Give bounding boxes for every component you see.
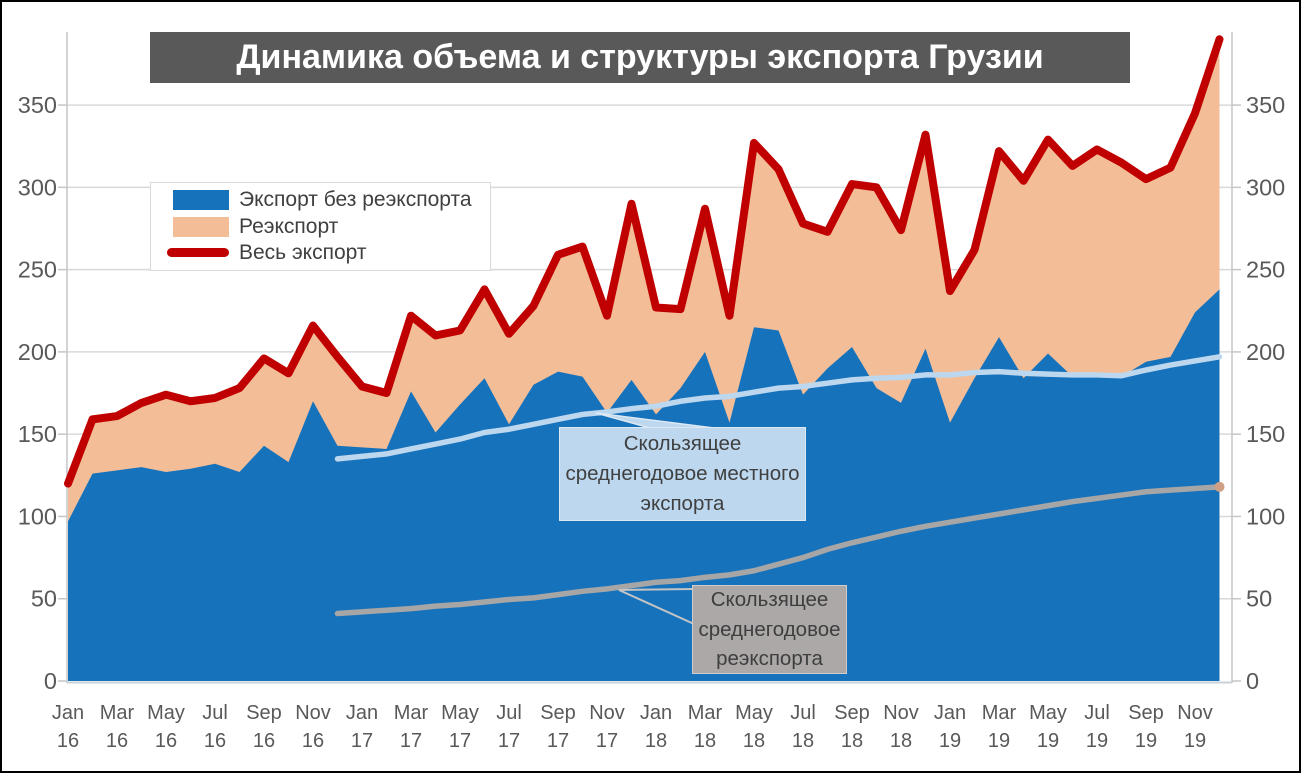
y-axis-label-right: 0 — [1246, 668, 1259, 694]
legend-item-reexport: Реэкспорт — [173, 215, 490, 239]
reexport-swatch-icon — [173, 216, 229, 237]
x-axis-label-month: Jul — [1084, 702, 1110, 724]
annotation-line: Скользящее — [623, 432, 742, 456]
callout-leader-reexport-ma — [618, 589, 695, 625]
x-axis-label-year: 16 — [253, 730, 275, 752]
y-axis-label-left: 100 — [18, 503, 57, 529]
x-axis-label-year: 19 — [1037, 730, 1059, 752]
y-axis-label-right: 250 — [1246, 257, 1285, 283]
annotation-line: Скользящее — [710, 587, 829, 611]
line-ma-reexport — [334, 484, 1223, 617]
legend-label: Весь экспорт — [239, 240, 367, 264]
x-axis-label-year: 16 — [106, 730, 128, 752]
x-axis-label-year: 17 — [449, 730, 471, 752]
y-axis-label-right: 350 — [1246, 92, 1285, 118]
x-axis-label-year: 18 — [841, 730, 863, 752]
x-axis-label-year: 18 — [743, 730, 765, 752]
x-axis-label-year: 19 — [1135, 730, 1157, 752]
x-axis-label-month: Nov — [883, 702, 919, 724]
x-axis-label-month: May — [1029, 702, 1067, 724]
annotation-line: среднегодовое — [698, 617, 841, 641]
x-axis-label-month: Mar — [982, 702, 1017, 724]
y-axis-label-right: 100 — [1246, 503, 1285, 529]
y-axis-label-left: 50 — [31, 586, 57, 612]
annotation-local-ma: Скользящее среднегодовое местного экспор… — [559, 427, 806, 521]
x-axis-label-month: Jul — [496, 702, 522, 724]
y-axis-label-left: 0 — [44, 668, 57, 694]
x-axis-label-year: 19 — [1086, 730, 1108, 752]
x-axis-label-year: 17 — [498, 730, 520, 752]
x-axis-label-year: 16 — [155, 730, 177, 752]
x-axis-label-year: 18 — [694, 730, 716, 752]
legend-item-local-export: Экспорт без реэкспорта — [173, 188, 490, 212]
x-axis-label-month: Jan — [52, 702, 84, 724]
x-axis-label-month: Jan — [640, 702, 672, 724]
y-axis-label-left: 150 — [18, 421, 57, 447]
callout-leader-reexport-ma — [618, 588, 695, 591]
x-axis-label-year: 16 — [57, 730, 79, 752]
x-axis-label-month: Sep — [246, 702, 282, 724]
annotation-line: среднегодовое местного — [565, 462, 800, 486]
x-axis-label-year: 17 — [400, 730, 422, 752]
legend-item-total-export: Весь экспорт — [167, 240, 490, 265]
legend-label: Экспорт без реэкспорта — [239, 188, 472, 212]
x-axis-label-year: 16 — [302, 730, 324, 752]
x-axis-label-month: Nov — [1177, 702, 1213, 724]
legend-label: Реэкспорт — [239, 214, 339, 238]
y-axis-label-left: 200 — [18, 339, 57, 365]
x-axis-label-year: 18 — [890, 730, 912, 752]
x-axis-label-year: 19 — [988, 730, 1010, 752]
total-export-line-swatch-icon — [167, 248, 229, 258]
annotation-line: экспорта — [640, 491, 725, 515]
line-ma-local — [334, 354, 1223, 462]
x-axis-label-year: 16 — [204, 730, 226, 752]
y-axis-label-left: 250 — [18, 257, 57, 283]
x-axis-label-month: Nov — [589, 702, 625, 724]
x-axis-label-month: Nov — [295, 702, 331, 724]
x-axis-label-month: Jan — [346, 702, 378, 724]
x-axis-label-year: 17 — [547, 730, 569, 752]
annotation-reexport-ma: Скользящее среднегодовое реэкспорта — [692, 585, 847, 674]
x-axis-label-month: May — [441, 702, 479, 724]
x-axis-label-year: 19 — [939, 730, 961, 752]
x-axis-label-year: 19 — [1184, 730, 1206, 752]
x-axis-label-year: 17 — [351, 730, 373, 752]
x-axis-label-month: Jul — [202, 702, 228, 724]
legend: Экспорт без реэкспорта Реэкспорт Весь эк… — [150, 182, 491, 271]
x-axis-label-year: 17 — [596, 730, 618, 752]
line-total-export — [64, 35, 1224, 488]
x-axis-label-month: May — [735, 702, 773, 724]
x-axis-label-month: Sep — [540, 702, 576, 724]
x-axis-label-month: Jul — [790, 702, 816, 724]
x-axis-label-year: 18 — [645, 730, 667, 752]
y-axis-label-right: 50 — [1246, 586, 1272, 612]
x-axis-label-month: Mar — [688, 702, 723, 724]
chart-title: Динамика объема и структуры экспорта Гру… — [236, 38, 1044, 76]
ma-reexport-end-dot — [1214, 481, 1225, 492]
y-axis-label-left: 300 — [18, 174, 57, 200]
y-axis-label-right: 150 — [1246, 421, 1285, 447]
x-axis-label-month: May — [147, 702, 185, 724]
x-axis-label-month: Mar — [394, 702, 429, 724]
annotation-line: реэкспорта — [716, 647, 823, 671]
x-axis-label-year: 18 — [792, 730, 814, 752]
x-axis-label-month: Jan — [934, 702, 966, 724]
y-axis-label-left: 350 — [18, 92, 57, 118]
x-axis-label-month: Sep — [1128, 702, 1164, 724]
x-axis-label-month: Sep — [834, 702, 870, 724]
chart-title-bar: Динамика объема и структуры экспорта Гру… — [150, 32, 1130, 83]
x-axis-label-month: Mar — [100, 702, 135, 724]
y-axis-label-right: 200 — [1246, 339, 1285, 365]
local-export-swatch-icon — [173, 190, 229, 211]
y-axis-label-right: 300 — [1246, 174, 1285, 200]
